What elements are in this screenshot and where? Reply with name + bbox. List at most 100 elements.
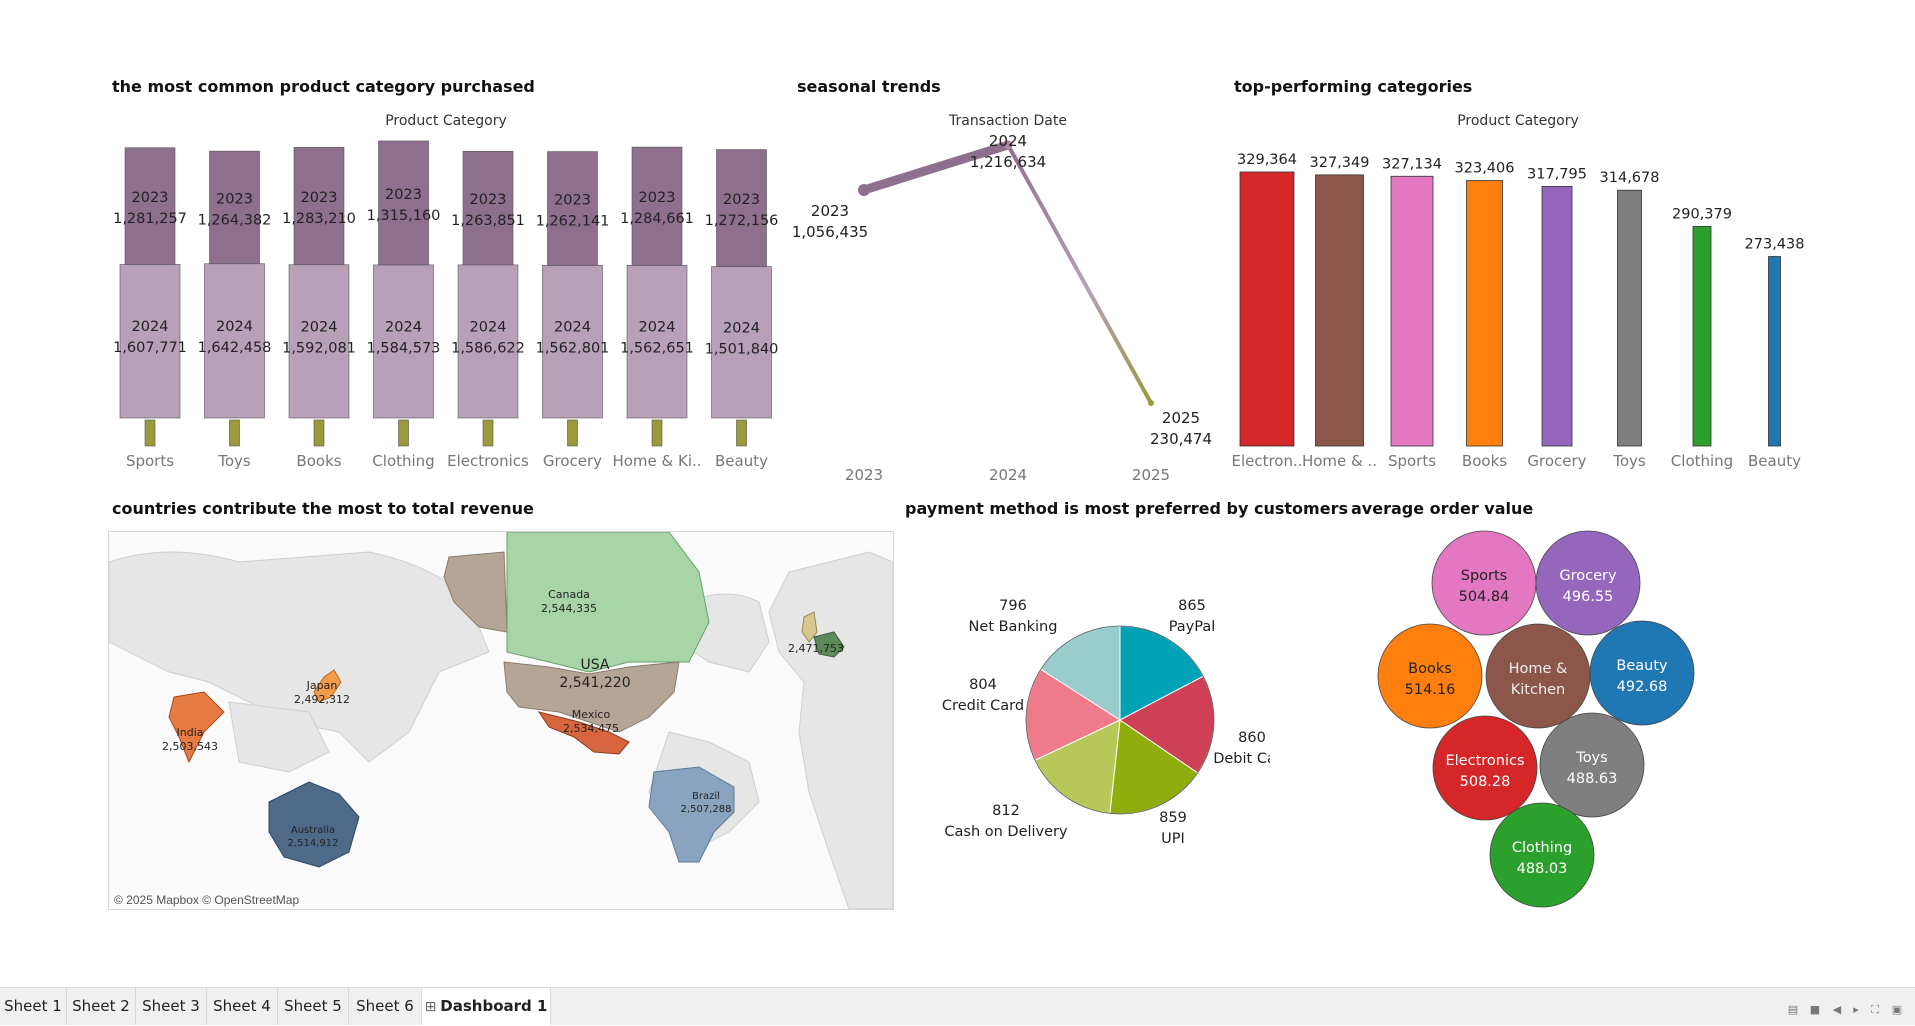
label-2024-year-6: 2024 <box>639 320 676 336</box>
bar-2024-4 <box>457 264 519 419</box>
payment-pie-chart: 865 PayPal 860 Debit Card 859 UPI 812 Cash on D… <box>942 598 1270 847</box>
label-2023-value-0: 1,281,257 <box>113 211 187 227</box>
trend-label-value-2: 230,474 <box>1150 430 1212 448</box>
label-2024-year-2: 2024 <box>301 319 338 335</box>
show-tabs-icon[interactable]: ■ <box>1809 1003 1821 1016</box>
aov-value-2: 514.16 <box>1405 682 1456 698</box>
common-xtick-7: Beauty <box>715 452 768 470</box>
label-2023-year-0: 2023 <box>132 190 169 206</box>
label-2024-value-6: 1,562,651 <box>620 341 694 357</box>
pie-name-5: Net Banking <box>969 619 1058 635</box>
pie-outline <box>1025 625 1215 815</box>
label-2023-value-3: 1,315,160 <box>367 208 441 224</box>
aov-name-2: Books <box>1408 661 1452 677</box>
top-xtick-6: Clothing <box>1671 452 1733 470</box>
tab-sheet-5[interactable]: Sheet 5 <box>278 988 349 1025</box>
pie-value-0: 865 <box>1178 598 1206 614</box>
tab-sheet-6[interactable]: Sheet 6 <box>349 988 422 1025</box>
aov-bubble-2 <box>1377 623 1483 729</box>
label-2023-year-3: 2023 <box>385 187 422 203</box>
label-2024-year-7: 2024 <box>723 320 760 336</box>
countries-title: countries contribute the most to total r… <box>112 499 534 518</box>
label-2024-value-0: 1,607,771 <box>113 340 187 356</box>
top-bar-2 <box>1390 175 1434 447</box>
trend-label-value-1: 1,216,634 <box>970 153 1046 171</box>
pie-value-4: 804 <box>969 677 997 693</box>
aov-value-0: 504.84 <box>1459 589 1510 605</box>
tab-dashboard-label: Dashboard 1 <box>440 997 548 1015</box>
tab-sheet-4[interactable]: Sheet 4 <box>207 988 278 1025</box>
tab-dashboard-1[interactable]: ⊞ Dashboard 1 <box>422 988 551 1025</box>
label-2023-year-4: 2023 <box>470 192 507 208</box>
world-map-shapes <box>109 532 893 909</box>
aov-name-7: Clothing <box>1512 840 1572 856</box>
bar-2023-5 <box>547 151 598 266</box>
map-label-value-2: 2,534,475 <box>563 722 619 736</box>
bar-2025-0 <box>144 419 156 447</box>
map-label-value-4: 2,492,312 <box>294 693 350 707</box>
fullscreen-icon[interactable]: ⛶ <box>1871 1003 1879 1016</box>
sheet-tab-bar: Sheet 1 Sheet 2 Sheet 3 Sheet 4 Sheet 5 … <box>0 987 1915 1025</box>
top-bar-label-2: 327,134 <box>1382 156 1442 172</box>
map-label-value-7: 2,507,288 <box>680 804 732 815</box>
tab-sheet-3[interactable]: Sheet 3 <box>136 988 207 1025</box>
common-xtick-3: Clothing <box>372 452 434 470</box>
top-bar-label-4: 317,795 <box>1527 166 1587 182</box>
label-2023-value-4: 1,263,851 <box>451 213 525 229</box>
map-label-0: Canada 2,544,335 <box>524 588 614 617</box>
pie-name-4: Credit Card <box>942 698 1024 714</box>
map-label-name-3: India <box>176 726 204 739</box>
seasonal-trends-title: seasonal trends <box>797 77 941 96</box>
bar-2025-4 <box>482 419 494 447</box>
label-2023-year-6: 2023 <box>639 190 676 206</box>
aov-value-6: 488.63 <box>1567 771 1618 787</box>
aov-bubble-7 <box>1489 802 1595 908</box>
map-label-value-3: 2,503,543 <box>162 740 218 754</box>
top-bar-0 <box>1239 171 1295 447</box>
seasonal-xtick-0: 2023 <box>845 466 883 484</box>
top-bar-5 <box>1617 189 1642 447</box>
map-label-name-4: Japan <box>306 679 338 692</box>
seasonal-xtick-1: 2024 <box>989 466 1027 484</box>
top-xtick-7: Beauty <box>1748 452 1801 470</box>
label-2024-value-3: 1,584,573 <box>367 340 441 356</box>
bar-2025-2 <box>313 419 325 447</box>
aov-value-4: 492.68 <box>1617 679 1668 695</box>
bar-2025-7 <box>736 419 747 447</box>
bar-2023-7 <box>716 149 767 267</box>
seasonal-trends-chart: Transaction Date 2023 1,056,435 2024 1,216,6… <box>792 113 1212 484</box>
label-2024-year-0: 2024 <box>132 319 169 335</box>
tab-sheet-1[interactable]: Sheet 1 <box>0 988 67 1025</box>
trend-point-2025 <box>1148 400 1154 406</box>
show-filmstrip-icon[interactable]: ▤ <box>1787 1003 1799 1016</box>
label-2024-value-5: 1,562,801 <box>536 341 610 357</box>
aov-bubble-6 <box>1539 712 1645 818</box>
common-chart-header: Product Category <box>385 113 507 129</box>
top-xtick-3: Books <box>1462 452 1507 470</box>
next-sheet-icon[interactable]: ▸ <box>1853 1003 1859 1016</box>
pie-value-1: 860 <box>1238 730 1266 746</box>
top-chart-header: Product Category <box>1457 113 1579 129</box>
pie-name-1: Debit Card <box>1213 751 1270 767</box>
bar-2025-6 <box>651 419 663 447</box>
trend-label-year-2: 2025 <box>1162 409 1200 427</box>
map-label-name-2: Mexico <box>571 708 611 721</box>
map-label-7: Brazil 2,507,288 <box>661 790 751 816</box>
label-2023-value-5: 1,262,141 <box>536 213 610 229</box>
present-icon[interactable]: ▣ <box>1891 1003 1903 1016</box>
map-label-value-1: 2,541,220 <box>559 675 631 692</box>
bar-2023-1 <box>209 150 260 265</box>
top-bar-3 <box>1466 180 1503 447</box>
bar-2023-0 <box>124 147 176 265</box>
common-category-title: the most common product category purchas… <box>112 77 535 96</box>
revenue-map[interactable]: Canada 2,544,335 USA 2,541,220 Mexico 2,534,4… <box>108 531 894 910</box>
map-label-6: Australia 2,514,912 <box>268 824 358 850</box>
trend-label-value-0: 1,056,435 <box>792 223 868 241</box>
prev-sheet-icon[interactable]: ◀ <box>1832 1003 1842 1016</box>
common-xtick-1: Toys <box>217 452 251 470</box>
aov-value-5: 508.28 <box>1460 774 1511 790</box>
aov-value-7: 488.03 <box>1517 861 1568 877</box>
top-bar-1 <box>1315 174 1364 447</box>
tab-sheet-2[interactable]: Sheet 2 <box>67 988 136 1025</box>
common-category-chart: Product Category 2023 1,281,257 2024 1,607,7… <box>113 113 778 470</box>
